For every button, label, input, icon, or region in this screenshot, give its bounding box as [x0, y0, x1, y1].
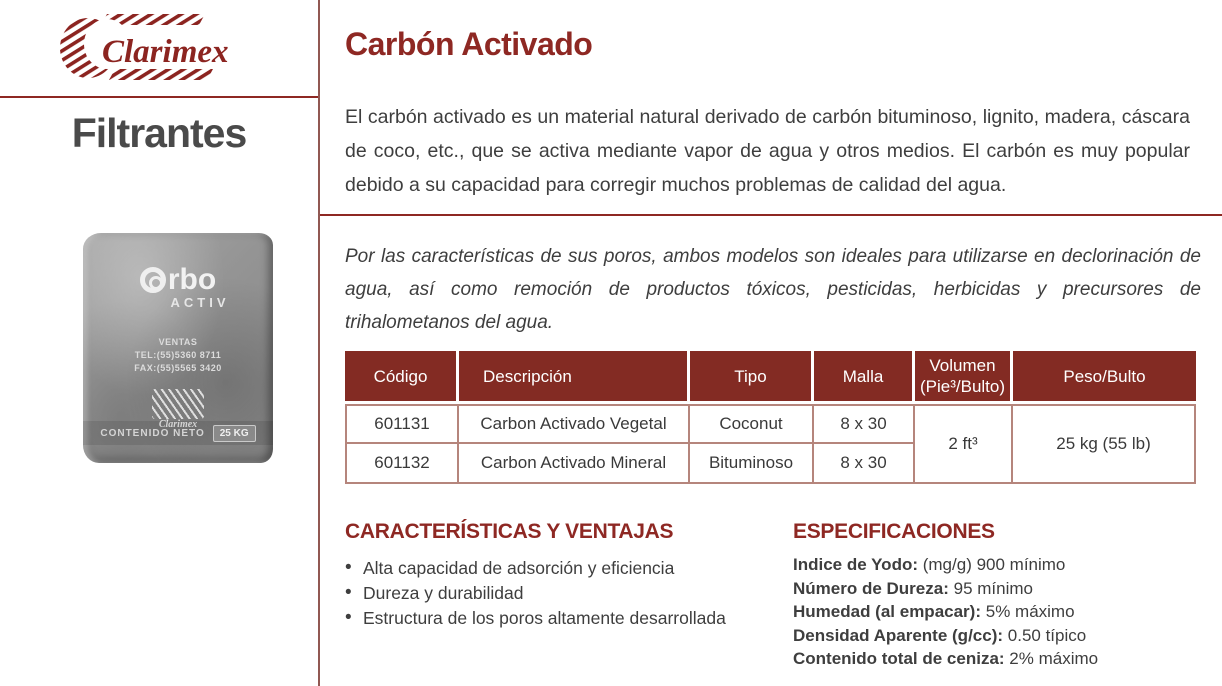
product-bag-image: rbo ACTIV VENTAS TEL:(55)5360 8711 FAX:(… — [83, 233, 273, 463]
clarimex-logo-icon: Clarimex — [60, 14, 229, 80]
features-list: Alta capacidad de adsorción y eficiencia… — [345, 556, 726, 631]
col-header-volumen: Volumen (Pie³/Bulto) — [915, 351, 1013, 404]
bag-net-label: CONTENIDO NETO — [100, 427, 205, 439]
spec-label: Número de Dureza: — [793, 578, 949, 598]
product-table: Código Descripción Tipo Malla Volumen (P… — [345, 351, 1196, 484]
bag-brand-logo: rbo ACTIV — [83, 263, 273, 310]
bag-logo-main: rbo — [167, 263, 217, 296]
vertical-divider — [318, 0, 320, 686]
spec-label: Humedad (al empacar): — [793, 602, 981, 621]
table-row: 601131 Carbon Activado Vegetal Coconut 8… — [345, 404, 1196, 484]
col-header-descripcion: Descripción — [459, 351, 690, 404]
note-paragraph: Por las características de sus poros, am… — [345, 246, 1201, 333]
main-content: Carbón Activado El carbón activado es un… — [320, 0, 1222, 686]
specs-heading: ESPECIFICACIONES — [793, 520, 995, 543]
feature-item: Estructura de los poros altamente desarr… — [345, 606, 726, 630]
cell-tipo: Bituminoso — [690, 444, 814, 484]
spec-line: Indice de Yodo: (mg/g) 900 mínimo — [793, 553, 1098, 577]
spec-line: Densidad Aparente (g/cc): 0.50 típico — [793, 624, 1098, 648]
col-header-volumen-line1: Volumen — [929, 356, 996, 375]
carbo-ring-icon — [139, 267, 166, 293]
spec-value: (mg/g) 900 mínimo — [922, 555, 1066, 574]
col-header-codigo: Código — [345, 351, 459, 404]
bag-contact-info: VENTAS TEL:(55)5360 8711 FAX:(55)5565 34… — [83, 336, 273, 375]
cell-codigo: 601132 — [345, 444, 459, 484]
spec-value: 5% máximo — [985, 602, 1075, 621]
table-row: 601132 Carbon Activado Mineral Bituminos… — [345, 444, 1196, 484]
spec-line: Contenido total de ceniza: 2% máximo — [793, 647, 1098, 671]
spec-line: Humedad (al empacar): 5% máximo — [793, 600, 1098, 624]
content-divider — [320, 214, 1222, 216]
spec-label: Indice de Yodo: — [793, 555, 918, 574]
cell-peso-merged: 25 kg (55 lb) — [1013, 404, 1196, 484]
bag-weight-badge: 25 KG — [212, 424, 256, 442]
table-header-row: Código Descripción Tipo Malla Volumen (P… — [345, 351, 1196, 404]
spec-value: 2% máximo — [1009, 649, 1099, 668]
bag-footer: CONTENIDO NETO 25 KG — [83, 421, 273, 445]
col-header-peso: Peso/Bulto — [1013, 351, 1196, 404]
feature-item: Alta capacidad de adsorción y eficiencia — [345, 556, 726, 580]
bag-logo-script: Clarimex — [158, 419, 198, 430]
cell-descripcion: Carbon Activado Mineral — [459, 444, 690, 484]
spec-value: 0.50 típico — [1007, 625, 1087, 645]
bag-contact-line: FAX:(55)5565 3420 — [134, 363, 222, 373]
brand-logo-text: Clarimex — [102, 34, 229, 70]
bag-clarimex-logo: Clarimex — [148, 389, 208, 430]
cell-tipo: Coconut — [690, 404, 814, 444]
col-header-malla: Malla — [814, 351, 915, 404]
bag-logo-sub: ACTIV — [170, 295, 230, 310]
bag-contact-line: VENTAS — [158, 337, 198, 347]
spec-value: 95 mínimo — [953, 578, 1033, 598]
col-header-tipo: Tipo — [690, 351, 814, 404]
bag-contact-line: TEL:(55)5360 8711 — [134, 350, 222, 360]
page-title: Carbón Activado — [345, 26, 593, 62]
spec-label: Densidad Aparente (g/cc): — [793, 625, 1004, 645]
sidebar: Clarimex Filtrantes rbo ACTIV VENTAS TEL… — [0, 0, 318, 686]
col-header-volumen-line2: (Pie³/Bulto) — [919, 377, 1006, 396]
cell-malla: 8 x 30 — [814, 444, 915, 484]
spec-line: Número de Dureza: 95 mínimo — [793, 577, 1098, 601]
brand-logo: Clarimex — [55, 6, 265, 90]
cell-malla: 8 x 30 — [814, 404, 915, 444]
features-heading: CARACTERÍSTICAS Y VENTAJAS — [345, 520, 674, 543]
category-title: Filtrantes — [71, 110, 248, 156]
specs-list: Indice de Yodo: (mg/g) 900 mínimo Número… — [793, 553, 1098, 671]
cell-volumen-merged: 2 ft³ — [915, 404, 1013, 484]
spec-label: Contenido total de ceniza: — [793, 649, 1005, 668]
cell-descripcion: Carbon Activado Vegetal — [459, 404, 690, 444]
feature-item: Dureza y durabilidad — [345, 581, 726, 605]
sidebar-divider — [0, 96, 318, 98]
bag-hatch-icon — [152, 389, 204, 419]
intro-paragraph: El carbón activado es un material natura… — [345, 106, 1190, 196]
cell-codigo: 601131 — [345, 404, 459, 444]
